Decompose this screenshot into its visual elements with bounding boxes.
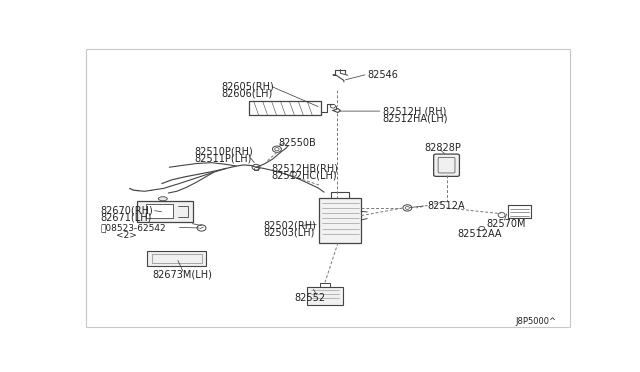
Bar bbox=[137, 201, 193, 222]
Text: 82512H (RH): 82512H (RH) bbox=[383, 106, 446, 116]
Ellipse shape bbox=[403, 205, 412, 211]
Text: 82552: 82552 bbox=[295, 293, 326, 303]
Text: 82673M(LH): 82673M(LH) bbox=[152, 269, 212, 279]
FancyBboxPatch shape bbox=[434, 154, 460, 176]
Text: 82511P(LH): 82511P(LH) bbox=[194, 153, 252, 163]
Text: 82512AA: 82512AA bbox=[457, 229, 502, 239]
Bar bbox=[307, 287, 343, 305]
Bar bbox=[147, 251, 207, 266]
Text: 82512HA(LH): 82512HA(LH) bbox=[383, 113, 448, 123]
Bar bbox=[319, 198, 361, 243]
Ellipse shape bbox=[479, 227, 484, 231]
Ellipse shape bbox=[330, 105, 335, 108]
Text: J8P5000^: J8P5000^ bbox=[515, 317, 556, 326]
Text: 82512HC(LH): 82512HC(LH) bbox=[271, 170, 337, 180]
Text: <2>: <2> bbox=[116, 231, 136, 240]
Text: 82570M: 82570M bbox=[486, 219, 526, 229]
Ellipse shape bbox=[252, 164, 260, 170]
Text: 82606(LH): 82606(LH) bbox=[221, 89, 273, 99]
Text: 82828P: 82828P bbox=[425, 143, 461, 153]
Text: 82512A: 82512A bbox=[428, 201, 465, 211]
Text: 82605(RH): 82605(RH) bbox=[221, 81, 274, 91]
Text: 82502(RH): 82502(RH) bbox=[264, 221, 316, 231]
Text: 82512HB(RH): 82512HB(RH) bbox=[271, 163, 338, 173]
Ellipse shape bbox=[273, 146, 282, 153]
Ellipse shape bbox=[197, 225, 206, 231]
Ellipse shape bbox=[498, 212, 505, 218]
Text: 82670(RH): 82670(RH) bbox=[101, 206, 154, 216]
Bar bbox=[146, 204, 173, 218]
Ellipse shape bbox=[158, 197, 167, 201]
Text: 82510P(RH): 82510P(RH) bbox=[194, 146, 253, 156]
Text: 82503(LH): 82503(LH) bbox=[264, 228, 315, 238]
Text: 82671(LH): 82671(LH) bbox=[101, 213, 152, 223]
Ellipse shape bbox=[290, 172, 296, 176]
Text: 82546: 82546 bbox=[367, 70, 399, 80]
Text: 82550B: 82550B bbox=[278, 138, 316, 148]
Text: Ⓢ08523-62542: Ⓢ08523-62542 bbox=[101, 224, 166, 232]
Bar bbox=[152, 254, 202, 263]
